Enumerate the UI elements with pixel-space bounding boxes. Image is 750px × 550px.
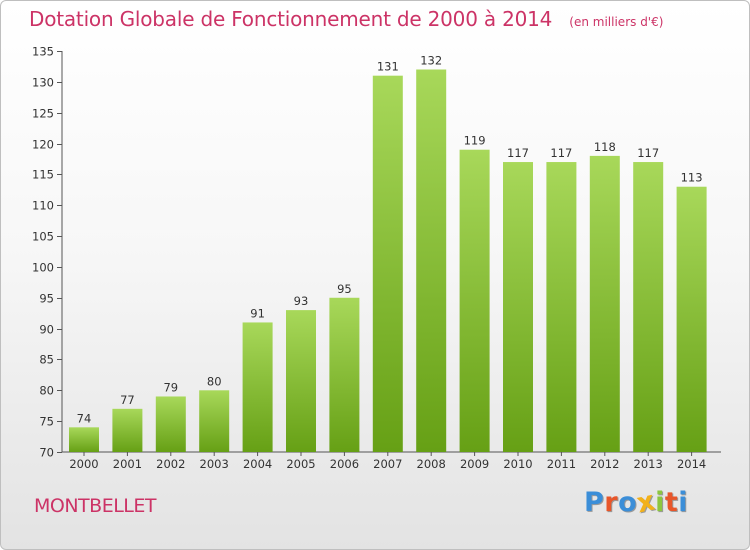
logo-letter: i [678, 487, 689, 518]
y-tick-label: 70 [39, 446, 54, 460]
logo-letter: i [655, 487, 665, 518]
data-label-2010: 117 [507, 146, 529, 160]
data-label-2003: 80 [207, 374, 222, 388]
y-tick-label: 110 [32, 199, 54, 213]
data-label-2009: 119 [464, 134, 486, 148]
proxiti-logo[interactable]: Proxiti [584, 485, 689, 519]
x-tick-label-2000: 2000 [69, 457, 98, 471]
y-tick-label: 115 [32, 168, 54, 182]
x-tick-label-2008: 2008 [417, 457, 446, 471]
x-tick-label-2003: 2003 [200, 457, 229, 471]
town-name: MONTBELLET [34, 495, 157, 517]
data-label-2006: 95 [337, 282, 352, 296]
bar-2004 [242, 322, 273, 452]
y-tick-label: 80 [39, 384, 54, 398]
x-tick-label-2001: 2001 [113, 457, 142, 471]
bar-2003 [199, 390, 230, 452]
y-tick-label: 85 [39, 353, 54, 367]
y-tick-label: 130 [32, 76, 54, 90]
data-label-2011: 117 [550, 146, 572, 160]
y-tick-label: 95 [39, 292, 54, 306]
bar-2013 [633, 162, 664, 453]
logo-letter: r [604, 487, 619, 518]
data-label-2013: 117 [637, 146, 659, 160]
data-label-2014: 113 [681, 171, 703, 185]
data-label-2008: 132 [420, 54, 442, 68]
bar-2010 [503, 162, 533, 453]
data-label-2001: 77 [120, 393, 135, 407]
y-tick-label: 75 [39, 415, 54, 429]
unit-note: (en milliers d'€) [569, 15, 664, 29]
data-label-2002: 79 [163, 380, 178, 394]
bar-2009 [459, 149, 490, 452]
bar-2005 [286, 310, 316, 452]
title-row: Dotation Globale de Fonctionnement de 20… [29, 7, 663, 31]
bar-2000 [69, 427, 99, 452]
y-tick-label: 125 [32, 107, 54, 121]
x-tick-label-2011: 2011 [547, 457, 576, 471]
data-label-2005: 93 [294, 294, 309, 308]
chart-title: Dotation Globale de Fonctionnement de 20… [29, 7, 553, 31]
x-tick-label-2014: 2014 [677, 457, 706, 471]
data-label-2004: 91 [250, 306, 265, 320]
x-tick-label-2006: 2006 [330, 457, 359, 471]
y-tick-label: 135 [32, 45, 54, 59]
y-tick-label: 120 [32, 138, 54, 152]
bar-2007 [372, 75, 403, 452]
y-tick-label: 90 [39, 323, 54, 337]
logo-letter: o [618, 487, 638, 518]
bar-2001 [112, 408, 143, 452]
bar-2014 [676, 186, 707, 452]
data-label-2000: 74 [77, 411, 92, 425]
x-tick-label-2013: 2013 [634, 457, 663, 471]
y-tick-label: 100 [32, 261, 54, 275]
data-label-2007: 131 [377, 60, 399, 74]
x-tick-label-2005: 2005 [286, 457, 315, 471]
labels: 70 75 80 85 90 95 100 105 110 115 120 125 130 135 74 20… [32, 45, 706, 472]
bar-2011 [546, 162, 577, 453]
bar-2008 [416, 69, 447, 452]
x-tick-label-2010: 2010 [503, 457, 532, 471]
bar-2006 [329, 297, 360, 452]
x-tick-label-2002: 2002 [156, 457, 185, 471]
x-tick-label-2007: 2007 [373, 457, 402, 471]
data-label-2012: 118 [594, 140, 616, 154]
logo-letter: t [664, 487, 679, 518]
logo-letter: P [584, 487, 605, 518]
bar-2012 [589, 155, 620, 452]
bar-2002 [155, 396, 186, 452]
x-tick-label-2012: 2012 [590, 457, 619, 471]
y-tick-label: 105 [32, 230, 54, 244]
bars [69, 69, 707, 453]
x-tick-label-2004: 2004 [243, 457, 272, 471]
x-tick-label-2009: 2009 [460, 457, 489, 471]
